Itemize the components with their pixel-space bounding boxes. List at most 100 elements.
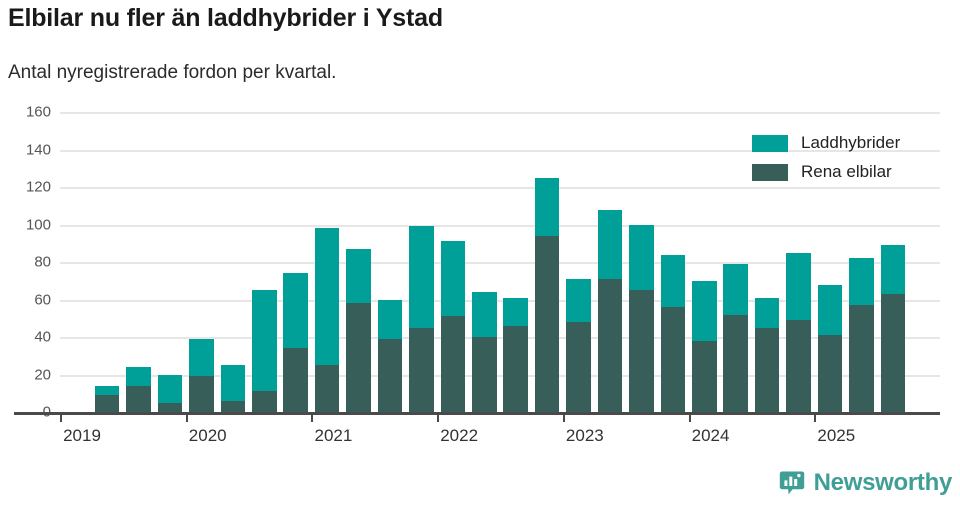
bar-group[interactable] bbox=[94, 385, 120, 412]
bar-group[interactable] bbox=[440, 241, 466, 412]
bar-segment-rena-elbilar bbox=[377, 338, 403, 412]
bar-chart-bubble-icon bbox=[779, 470, 805, 496]
bar-segment-laddhybrider bbox=[597, 209, 623, 279]
gridline bbox=[60, 337, 940, 339]
bar-segment-rena-elbilar bbox=[534, 235, 560, 412]
bar-segment-rena-elbilar bbox=[189, 376, 214, 412]
bar-segment-laddhybrider bbox=[723, 263, 748, 315]
x-axis-tick bbox=[814, 412, 817, 422]
bar-segment-laddhybrider bbox=[849, 258, 874, 306]
y-axis-tick-label: 100 bbox=[25, 216, 51, 233]
legend-item-label: Rena elbilar bbox=[801, 162, 892, 181]
bar-segment-laddhybrider bbox=[692, 280, 717, 341]
bar-segment-laddhybrider bbox=[440, 241, 466, 317]
bar-group[interactable] bbox=[692, 280, 717, 412]
bar-segment-laddhybrider bbox=[472, 292, 497, 337]
x-axis-tick bbox=[60, 412, 62, 422]
gridline bbox=[60, 299, 940, 302]
bar-series-container bbox=[60, 112, 940, 412]
bar-group[interactable] bbox=[629, 224, 654, 412]
bar-segment-laddhybrider bbox=[786, 252, 811, 321]
bar-segment-rena-elbilar bbox=[754, 327, 780, 412]
bar-segment-rena-elbilar bbox=[94, 395, 120, 412]
legend-item-laddhybrider[interactable]: Laddhybrider bbox=[752, 133, 900, 153]
logo-wordmark: Newsworthy bbox=[813, 469, 953, 496]
legend-swatch-icon bbox=[752, 134, 788, 152]
bar-segment-laddhybrider bbox=[817, 284, 843, 336]
y-axis-tick-label: 40 bbox=[34, 328, 51, 346]
bar-segment-laddhybrider bbox=[409, 226, 434, 328]
bar-group[interactable] bbox=[472, 292, 497, 412]
bar-group[interactable] bbox=[754, 297, 780, 412]
bar-segment-rena-elbilar bbox=[629, 290, 654, 412]
bar-group[interactable] bbox=[409, 226, 434, 412]
bar-group[interactable] bbox=[157, 374, 183, 412]
bar-segment-laddhybrider bbox=[660, 254, 686, 307]
chart-subtitle: Antal nyregistrerade fordon per kvartal. bbox=[8, 62, 337, 83]
bar-segment-rena-elbilar bbox=[849, 305, 874, 412]
bar-segment-laddhybrider bbox=[314, 228, 340, 366]
x-axis-tick bbox=[562, 412, 565, 422]
bar-group[interactable] bbox=[377, 299, 403, 412]
bar-segment-laddhybrider bbox=[629, 224, 654, 291]
bar-group[interactable] bbox=[126, 367, 151, 412]
bar-group[interactable] bbox=[220, 365, 246, 412]
bar-group[interactable] bbox=[503, 297, 528, 412]
y-axis-tick-label: 140 bbox=[25, 141, 51, 158]
y-axis-tick-label: 160 bbox=[25, 103, 51, 121]
bar-group[interactable] bbox=[786, 252, 811, 412]
gridline bbox=[60, 224, 940, 227]
bar-group[interactable] bbox=[723, 263, 748, 412]
bar-group[interactable] bbox=[252, 290, 277, 412]
bar-segment-rena-elbilar bbox=[314, 365, 340, 412]
x-axis-tick bbox=[437, 412, 440, 422]
bar-segment-laddhybrider bbox=[126, 367, 151, 386]
bar-segment-rena-elbilar bbox=[346, 303, 371, 412]
bar-segment-rena-elbilar bbox=[472, 337, 497, 412]
gridline bbox=[60, 374, 940, 377]
bar-group[interactable] bbox=[566, 278, 591, 412]
bar-segment-rena-elbilar bbox=[503, 325, 528, 412]
bar-segment-rena-elbilar bbox=[723, 314, 748, 412]
bar-group[interactable] bbox=[189, 338, 214, 412]
legend-item-rena-elbilar[interactable]: Rena elbilar bbox=[752, 162, 900, 182]
bar-group[interactable] bbox=[314, 228, 340, 412]
bar-group[interactable] bbox=[597, 209, 623, 412]
gridline bbox=[60, 187, 940, 189]
bar-segment-rena-elbilar bbox=[692, 340, 717, 412]
x-axis-tick bbox=[185, 412, 188, 422]
bar-group[interactable] bbox=[880, 245, 906, 412]
x-axis-tick-label: 2020 bbox=[188, 426, 227, 445]
bar-segment-rena-elbilar bbox=[157, 402, 183, 412]
bar-segment-laddhybrider bbox=[377, 299, 403, 339]
bar-group[interactable] bbox=[534, 177, 560, 412]
bar-group[interactable] bbox=[817, 284, 843, 412]
bar-segment-laddhybrider bbox=[880, 245, 906, 294]
x-axis-tick bbox=[688, 412, 691, 422]
bar-segment-laddhybrider bbox=[189, 338, 214, 377]
x-axis-tick-label: 2024 bbox=[691, 426, 730, 445]
bar-segment-rena-elbilar bbox=[409, 327, 434, 412]
bar-segment-laddhybrider bbox=[534, 177, 560, 236]
bar-segment-laddhybrider bbox=[754, 297, 780, 328]
y-axis-tick-label: 80 bbox=[34, 253, 51, 271]
x-axis-tick bbox=[311, 412, 314, 422]
bar-segment-rena-elbilar bbox=[660, 307, 686, 412]
gridline bbox=[60, 149, 940, 152]
newsworthy-logo[interactable]: Newsworthy bbox=[779, 469, 952, 497]
legend-item-label: Laddhybrider bbox=[801, 133, 901, 152]
bar-segment-laddhybrider bbox=[283, 273, 308, 349]
bar-segment-rena-elbilar bbox=[283, 348, 308, 412]
legend-swatch-icon bbox=[752, 163, 788, 181]
x-axis-tick-label: 2019 bbox=[63, 426, 101, 445]
x-axis-tick-label: 2025 bbox=[817, 426, 856, 445]
bar-group[interactable] bbox=[346, 248, 371, 412]
bar-group[interactable] bbox=[660, 254, 686, 412]
bar-group[interactable] bbox=[283, 273, 308, 412]
bar-segment-laddhybrider bbox=[220, 365, 246, 401]
bar-group[interactable] bbox=[849, 258, 874, 412]
bar-segment-rena-elbilar bbox=[220, 400, 246, 412]
bar-segment-rena-elbilar bbox=[440, 316, 466, 412]
gridline bbox=[60, 262, 940, 264]
x-axis-tick-label: 2021 bbox=[314, 426, 353, 445]
